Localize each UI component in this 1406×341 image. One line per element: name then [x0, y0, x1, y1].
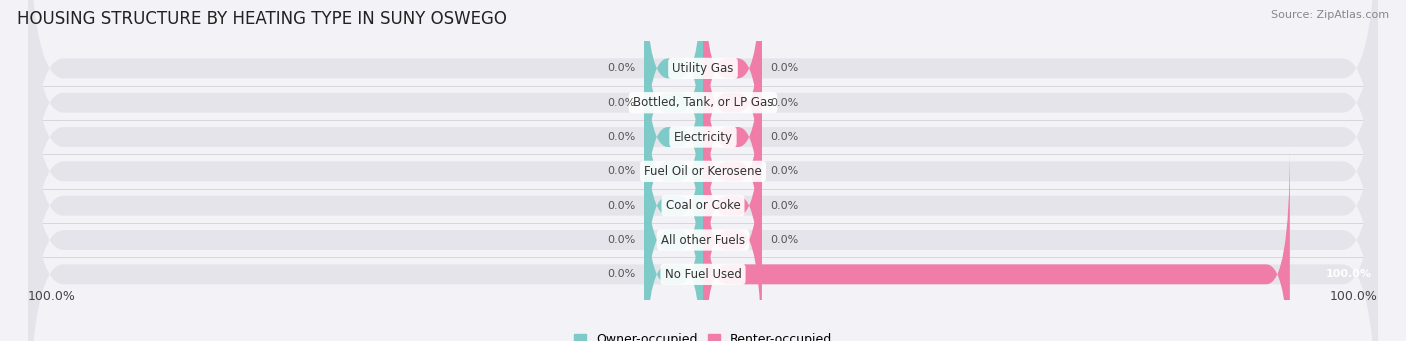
Legend: Owner-occupied, Renter-occupied: Owner-occupied, Renter-occupied — [568, 328, 838, 341]
Text: 0.0%: 0.0% — [770, 63, 799, 73]
Text: All other Fuels: All other Fuels — [661, 234, 745, 247]
Text: 0.0%: 0.0% — [770, 235, 799, 245]
FancyBboxPatch shape — [703, 113, 762, 341]
Text: Utility Gas: Utility Gas — [672, 62, 734, 75]
Text: 100.0%: 100.0% — [1326, 269, 1372, 279]
Text: 0.0%: 0.0% — [607, 132, 636, 142]
FancyBboxPatch shape — [644, 113, 703, 341]
Text: 0.0%: 0.0% — [607, 235, 636, 245]
FancyBboxPatch shape — [703, 0, 762, 196]
Text: 0.0%: 0.0% — [770, 166, 799, 176]
FancyBboxPatch shape — [703, 0, 762, 230]
Text: Source: ZipAtlas.com: Source: ZipAtlas.com — [1271, 10, 1389, 20]
Text: Electricity: Electricity — [673, 131, 733, 144]
FancyBboxPatch shape — [28, 0, 1378, 264]
FancyBboxPatch shape — [28, 0, 1378, 299]
FancyBboxPatch shape — [703, 10, 762, 264]
Text: HOUSING STRUCTURE BY HEATING TYPE IN SUNY OSWEGO: HOUSING STRUCTURE BY HEATING TYPE IN SUN… — [17, 10, 506, 28]
FancyBboxPatch shape — [28, 44, 1378, 341]
Text: 0.0%: 0.0% — [607, 63, 636, 73]
FancyBboxPatch shape — [28, 10, 1378, 341]
FancyBboxPatch shape — [644, 147, 703, 341]
FancyBboxPatch shape — [28, 0, 1378, 341]
Text: 100.0%: 100.0% — [28, 290, 76, 303]
FancyBboxPatch shape — [644, 0, 703, 230]
FancyBboxPatch shape — [644, 0, 703, 196]
FancyBboxPatch shape — [703, 78, 762, 333]
Text: 100.0%: 100.0% — [1330, 290, 1378, 303]
Text: No Fuel Used: No Fuel Used — [665, 268, 741, 281]
FancyBboxPatch shape — [28, 0, 1378, 333]
FancyBboxPatch shape — [644, 10, 703, 264]
Text: 0.0%: 0.0% — [607, 98, 636, 108]
Text: 0.0%: 0.0% — [770, 98, 799, 108]
FancyBboxPatch shape — [644, 44, 703, 299]
Text: Coal or Coke: Coal or Coke — [665, 199, 741, 212]
FancyBboxPatch shape — [703, 44, 762, 299]
Text: Fuel Oil or Kerosene: Fuel Oil or Kerosene — [644, 165, 762, 178]
Text: 0.0%: 0.0% — [607, 269, 636, 279]
Text: 0.0%: 0.0% — [770, 132, 799, 142]
Text: 0.0%: 0.0% — [770, 201, 799, 211]
FancyBboxPatch shape — [703, 147, 1289, 341]
FancyBboxPatch shape — [28, 78, 1378, 341]
Text: 0.0%: 0.0% — [607, 166, 636, 176]
FancyBboxPatch shape — [644, 78, 703, 333]
Text: Bottled, Tank, or LP Gas: Bottled, Tank, or LP Gas — [633, 96, 773, 109]
Text: 0.0%: 0.0% — [607, 201, 636, 211]
